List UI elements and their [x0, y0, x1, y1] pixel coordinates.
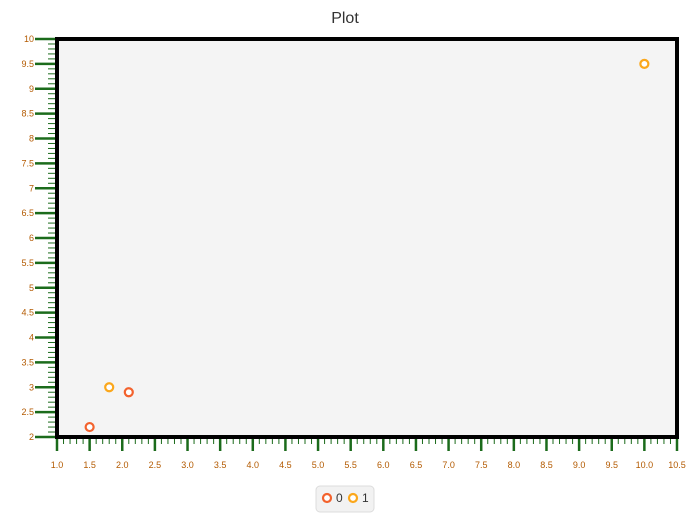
y-tick-label: 3.5 [21, 357, 34, 367]
y-tick-label: 9.5 [21, 59, 34, 69]
legend-marker-series-1 [347, 492, 359, 504]
x-tick-label: 6.0 [377, 460, 390, 470]
y-tick-label: 6.5 [21, 208, 34, 218]
y-tick-label: 10 [24, 34, 34, 44]
data-point-series-0 [84, 421, 95, 433]
y-axis-tick-labels: 2 2.5 3 3.5 4 4.5 5 5.5 6 6.5 7 7.5 8 8.5 9 9.5 10 [21, 34, 34, 442]
x-tick-label: 2.5 [149, 460, 162, 470]
x-tick-label: 9.5 [605, 460, 618, 470]
legend-label: 1 [362, 491, 369, 505]
x-tick-label: 9.0 [573, 460, 586, 470]
x-tick-label: 8.5 [540, 460, 553, 470]
y-tick-label: 5 [29, 283, 34, 293]
y-tick-label: 9 [29, 84, 34, 94]
data-points [84, 58, 650, 433]
x-tick-label: 5.5 [344, 460, 357, 470]
data-point-series-0 [123, 387, 134, 398]
x-tick-label: 7.0 [442, 460, 455, 470]
x-tick-label: 3.5 [214, 460, 227, 470]
x-tick-label: 10.5 [668, 460, 686, 470]
y-tick-label: 4.5 [21, 308, 34, 318]
y-tick-label: 7.5 [21, 158, 34, 168]
x-tick-label: 5.0 [312, 460, 325, 470]
x-tick-label: 10.0 [636, 460, 654, 470]
y-tick-label: 3 [29, 382, 34, 392]
plot-border [55, 37, 679, 439]
chart-title: Plot [331, 10, 359, 27]
x-tick-label: 1.5 [83, 460, 96, 470]
major-ticks [35, 37, 679, 451]
y-tick-label: 4 [29, 333, 34, 343]
y-tick-label: 6 [29, 233, 34, 243]
data-point-series-1 [639, 58, 650, 69]
legend-label: 0 [336, 491, 343, 505]
data-point-series-1 [104, 382, 115, 393]
legend-box [315, 485, 375, 513]
x-tick-label: 2.0 [116, 460, 129, 470]
y-tick-label: 7 [29, 183, 34, 193]
x-tick-label: 1.0 [51, 460, 64, 470]
y-tick-label: 5.5 [21, 258, 34, 268]
x-tick-label: 4.0 [247, 460, 260, 470]
y-tick-label: 2 [29, 432, 34, 442]
y-tick-label: 2.5 [21, 407, 34, 417]
x-axis-tick-labels: 1.0 1.5 2.0 2.5 3.0 3.5 4.0 4.5 5.0 5.5 6.0 6.5 7.0 7… [51, 460, 686, 470]
x-tick-label: 6.5 [410, 460, 423, 470]
x-tick-label: 8.0 [508, 460, 521, 470]
x-tick-label: 4.5 [279, 460, 292, 470]
legend-marker-series-0 [321, 492, 333, 504]
x-tick-label: 3.0 [181, 460, 194, 470]
y-tick-label: 8.5 [21, 109, 34, 119]
plot-area [57, 39, 677, 437]
y-tick-label: 8 [29, 134, 34, 144]
x-tick-label: 7.5 [475, 460, 488, 470]
